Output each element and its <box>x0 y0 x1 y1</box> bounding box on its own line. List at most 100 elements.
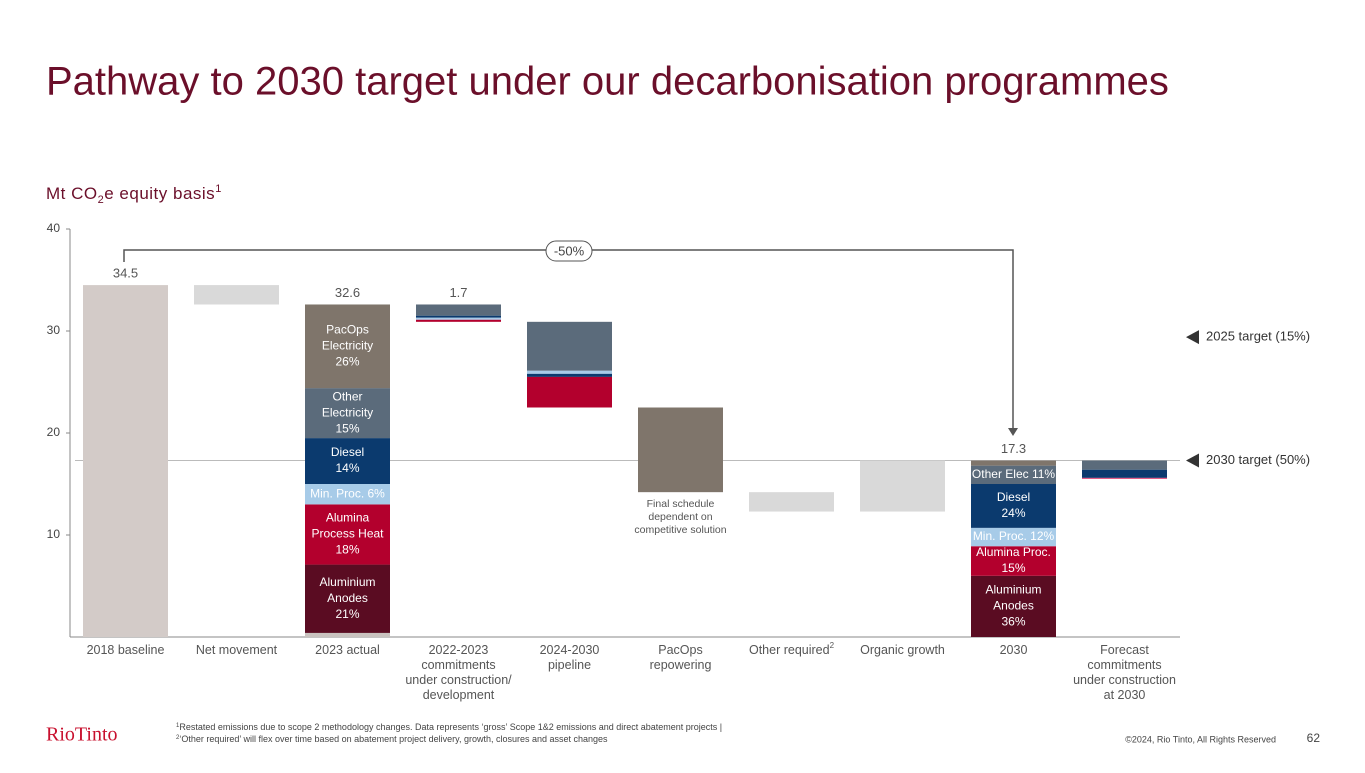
bar-note: competitive solution <box>634 524 726 536</box>
title: Pathway to 2030 target under our decarbo… <box>46 60 1169 104</box>
x-tick-label: repowering <box>650 658 712 672</box>
y-label-sub: 2 <box>98 194 105 206</box>
category-text: at 2030 <box>1104 688 1146 702</box>
x-tick-label: PacOps <box>658 643 702 657</box>
bar-segment <box>527 373 612 377</box>
bar-segment <box>416 315 501 318</box>
category-text: development <box>423 688 495 702</box>
category-text: Organic growth <box>860 643 945 657</box>
bar-segment <box>971 546 1056 576</box>
logo: RioTinto <box>46 724 118 746</box>
bar-segment <box>305 484 390 505</box>
annotation-box <box>545 240 593 262</box>
x-tick-label: commitments <box>421 658 495 672</box>
bar-segment <box>860 460 945 512</box>
bar-segment <box>194 285 279 305</box>
segment-label: 15% <box>335 421 359 435</box>
category-text: under construction <box>1073 673 1176 687</box>
y-label-part: Mt CO <box>46 184 98 203</box>
x-tick-label: Organic growth <box>860 643 945 657</box>
category-text: Other required <box>749 643 830 657</box>
value-label: 1.7 <box>449 285 467 300</box>
bar-segment <box>971 527 1056 547</box>
bar-segment <box>527 321 612 371</box>
segment-label: Electricity <box>322 338 373 352</box>
bar-segment <box>971 465 1056 484</box>
category-text: 2024-2030 <box>540 643 600 657</box>
bracket-arrow <box>1008 428 1018 436</box>
segment-label: Other <box>332 389 362 403</box>
category-text: 2022-2023 <box>429 643 489 657</box>
segment-label: 21% <box>335 607 359 621</box>
x-tick-label: Other required2 <box>749 641 835 657</box>
bar-segment <box>527 370 612 374</box>
value-label: 34.5 <box>113 266 138 281</box>
x-tick-label: 2018 baseline <box>87 643 165 657</box>
segment-label: Diesel <box>331 445 364 459</box>
x-tick-label: Net movement <box>196 643 278 657</box>
category-sup: 2 <box>830 641 835 650</box>
category-text: pipeline <box>548 658 591 672</box>
y-axis-label: Mt CO2e equity basis1 <box>46 183 222 206</box>
segment-label: 24% <box>1001 506 1025 520</box>
bar-segment <box>971 484 1056 528</box>
annotation: -50% <box>554 243 585 258</box>
x-tick-label: 2022-2023 <box>429 643 489 657</box>
y-label-sup: 1 <box>215 183 222 195</box>
category-text: 2030 <box>1000 643 1028 657</box>
x-tick-label: 2030 <box>1000 643 1028 657</box>
x-tick-label: development <box>423 688 495 702</box>
y-tick-label: 40 <box>47 221 61 235</box>
y-label-part: e equity basis <box>104 184 215 203</box>
bar-segment <box>638 407 723 493</box>
x-tick-label: commitments <box>1087 658 1161 672</box>
category-text: commitments <box>421 658 495 672</box>
category-text: repowering <box>650 658 712 672</box>
segment-label: Process Heat <box>311 527 384 541</box>
copyright: ©2024, Rio Tinto, All Rights Reserved <box>1125 734 1276 744</box>
bar-segment <box>971 575 1056 637</box>
footnote: 2‘Other required’ will flex over time ba… <box>176 734 608 744</box>
x-tick-label: 2024-2030 <box>540 643 600 657</box>
bar-segment <box>749 492 834 512</box>
segment-label: 18% <box>335 543 359 557</box>
category-text: under construction/ <box>405 673 512 687</box>
footnote-mark: 1 <box>176 723 180 729</box>
y-tick-label: 30 <box>47 323 61 337</box>
y-tick-label: 10 <box>47 527 61 541</box>
segment-label: PacOps <box>326 322 369 336</box>
bar-segment <box>305 632 390 637</box>
bar-segment <box>1082 460 1167 470</box>
bar-segment <box>527 376 612 408</box>
target-marker <box>1186 453 1199 468</box>
footnote-mark: 2 <box>176 735 180 741</box>
bar-segment <box>305 438 390 484</box>
segment-label: Diesel <box>997 490 1030 504</box>
bar-segment <box>305 388 390 439</box>
segment-label: 36% <box>1001 615 1025 629</box>
bar-segment <box>83 285 168 637</box>
segment-label: 15% <box>1001 561 1025 575</box>
footnote-text: Restated emissions due to scope 2 method… <box>179 722 722 732</box>
bar-note: Final schedule <box>647 498 715 510</box>
bar-segment <box>416 304 501 316</box>
segment-label: 26% <box>335 354 359 368</box>
x-tick-label: under construction <box>1073 673 1176 687</box>
category-text: 2023 actual <box>315 643 380 657</box>
category-text: commitments <box>1087 658 1161 672</box>
y-tick-label: 20 <box>47 425 61 439</box>
segment-label: Other Elec 11% <box>972 467 1055 481</box>
x-tick-label: at 2030 <box>1104 688 1146 702</box>
segment-label: Aluminium <box>319 575 375 589</box>
value-label: 32.6 <box>335 285 360 300</box>
value-label: 17.3 <box>1001 441 1026 456</box>
segment-label: Anodes <box>327 591 368 605</box>
segment-label: Alumina Proc. <box>976 545 1051 559</box>
page-number: 62 <box>1307 731 1321 745</box>
bar-note: dependent on <box>648 511 712 523</box>
bar-segment <box>1082 477 1167 479</box>
footnote: 1Restated emissions due to scope 2 metho… <box>176 722 722 732</box>
target-marker <box>1186 330 1199 345</box>
segment-label: 14% <box>335 461 359 475</box>
